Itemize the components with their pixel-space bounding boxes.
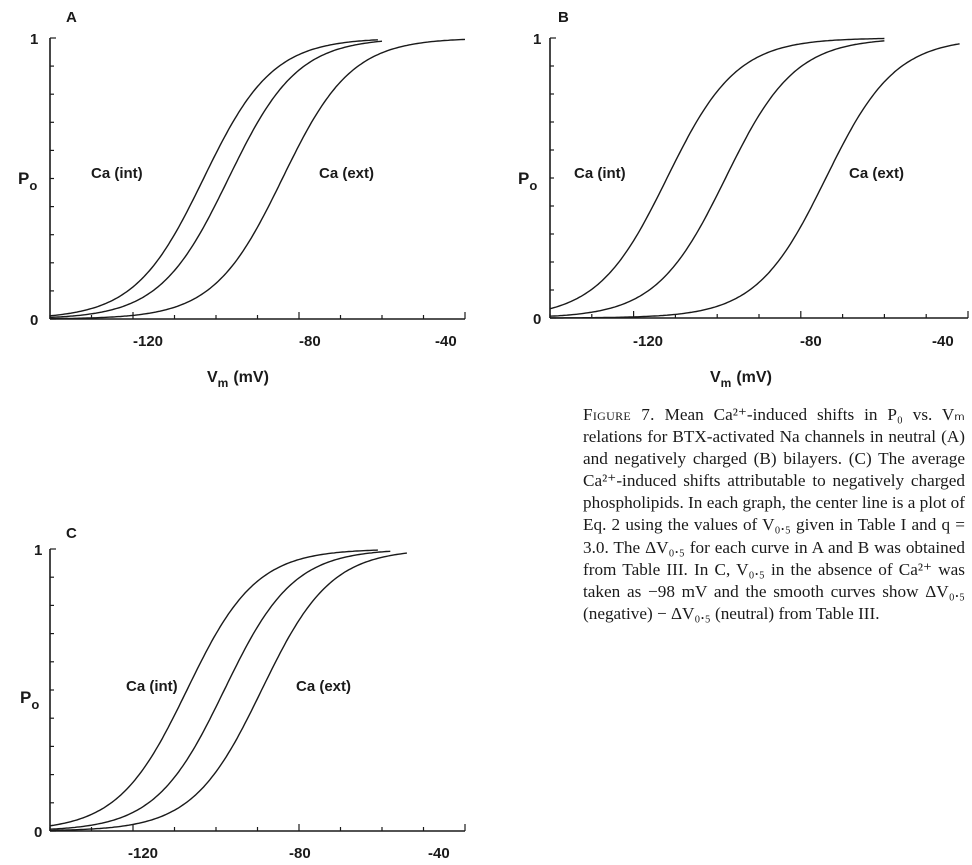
curve-label-ca-int: Ca (int) — [126, 678, 178, 695]
curve-1 — [49, 39, 378, 317]
x-axis-label: Vm (mV) — [710, 369, 772, 390]
curve-label-ca-ext: Ca (ext) — [296, 678, 351, 695]
x-tick-label-neg120: -120 — [633, 333, 663, 350]
curve-label-ca-int: Ca (int) — [574, 165, 626, 182]
curve-1 — [549, 37, 885, 310]
x-tick-label-neg120: -120 — [133, 333, 163, 350]
y-axis-label: Po — [18, 169, 37, 193]
y-axis-label: Po — [20, 688, 39, 712]
panel-c: C 1 0 Po -120 -80 -40 Ca (int) Ca (ext) — [20, 525, 466, 862]
y-tick-label-0: 0 — [30, 312, 38, 329]
curve-1 — [49, 549, 378, 827]
x-tick-label-neg40: -40 — [428, 845, 450, 862]
curve-3 — [50, 552, 407, 832]
panel-letter: B — [558, 9, 569, 26]
figure-caption: Figure 7. Mean Ca²⁺-induced shifts in P₀… — [583, 404, 965, 625]
x-tick-label-neg80: -80 — [800, 333, 822, 350]
curve-label-ca-ext: Ca (ext) — [319, 165, 374, 182]
curve-2 — [49, 40, 383, 319]
y-tick-label-1: 1 — [533, 31, 541, 48]
panel-b: B 1 0 Po -120 -80 -40 Vm (mV) Ca (int) Ca… — [518, 9, 969, 390]
caption-label: Figure 7. — [583, 405, 655, 424]
panel-a: A 1 0 Po -120 -80 -40 Vm (mV) Ca (int) Ca… — [18, 9, 466, 390]
x-axis-label: Vm (mV) — [207, 369, 269, 390]
panel-letter: A — [66, 9, 77, 26]
curve-2 — [549, 40, 885, 317]
curve-label-ca-ext: Ca (ext) — [849, 165, 904, 182]
x-tick-label-neg40: -40 — [435, 333, 457, 350]
curve-label-ca-int: Ca (int) — [91, 165, 143, 182]
y-tick-label-0: 0 — [533, 311, 541, 328]
x-tick-label-neg120: -120 — [128, 845, 158, 862]
caption-text: Mean Ca²⁺-induced shifts in P₀ vs. Vₘ re… — [583, 405, 966, 623]
curve-2 — [49, 550, 391, 830]
x-tick-label-neg80: -80 — [289, 845, 311, 862]
curve-3 — [550, 43, 960, 319]
panel-letter: C — [66, 525, 77, 542]
y-tick-label-1: 1 — [34, 542, 42, 559]
y-tick-label-0: 0 — [34, 824, 42, 841]
x-tick-label-neg80: -80 — [299, 333, 321, 350]
curve-3 — [49, 38, 466, 320]
y-axis-label: Po — [518, 169, 537, 193]
y-tick-label-1: 1 — [30, 31, 38, 48]
x-tick-label-neg40: -40 — [932, 333, 954, 350]
